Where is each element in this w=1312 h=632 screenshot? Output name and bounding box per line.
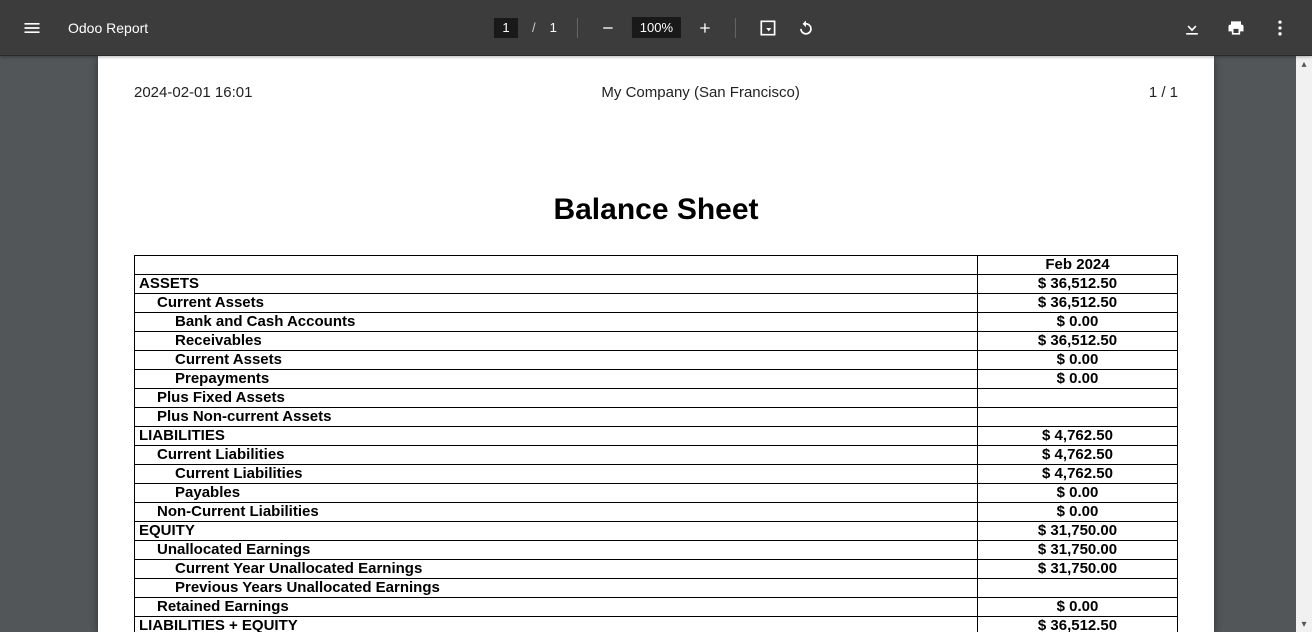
table-row: EQUITY$ 31,750.00 — [135, 522, 1178, 541]
header-blank — [135, 256, 978, 275]
row-value: $ 0.00 — [978, 351, 1178, 370]
page-header: 2024-02-01 16:01 My Company (San Francis… — [134, 84, 1178, 101]
table-row: Current Liabilities$ 4,762.50 — [135, 446, 1178, 465]
row-value — [978, 408, 1178, 427]
table-row: LIABILITIES + EQUITY$ 36,512.50 — [135, 617, 1178, 632]
row-value: $ 36,512.50 — [978, 617, 1178, 632]
row-label: LIABILITIES — [135, 427, 978, 446]
table-row: Bank and Cash Accounts$ 0.00 — [135, 313, 1178, 332]
row-label: Bank and Cash Accounts — [135, 313, 978, 332]
zoom-out-button[interactable] — [598, 18, 618, 38]
more-icon[interactable] — [1268, 16, 1292, 40]
pdf-viewer: 2024-02-01 16:01 My Company (San Francis… — [0, 56, 1312, 632]
row-value: $ 36,512.50 — [978, 294, 1178, 313]
table-row: Plus Fixed Assets — [135, 389, 1178, 408]
table-row: Current Liabilities$ 4,762.50 — [135, 465, 1178, 484]
period-column-header: Feb 2024 — [978, 256, 1178, 275]
row-value — [978, 579, 1178, 598]
row-label: Current Assets — [135, 351, 978, 370]
row-label: Current Assets — [135, 294, 978, 313]
row-value: $ 36,512.50 — [978, 332, 1178, 351]
row-label: Current Liabilities — [135, 465, 978, 484]
print-icon[interactable] — [1224, 16, 1248, 40]
page-number-input[interactable] — [494, 18, 518, 38]
table-row: Previous Years Unallocated Earnings — [135, 579, 1178, 598]
zoom-level[interactable]: 100% — [632, 17, 681, 38]
rotate-icon[interactable] — [794, 16, 818, 40]
pdf-toolbar: Odoo Report / 1 100% — [0, 0, 1312, 56]
table-row: Retained Earnings$ 0.00 — [135, 598, 1178, 617]
table-row: Current Year Unallocated Earnings$ 31,75… — [135, 560, 1178, 579]
vertical-scrollbar[interactable]: ▴ ▾ — [1296, 56, 1312, 632]
row-value: $ 0.00 — [978, 503, 1178, 522]
header-company: My Company (San Francisco) — [601, 84, 799, 101]
row-label: Plus Fixed Assets — [135, 389, 978, 408]
scroll-up-arrow[interactable]: ▴ — [1296, 56, 1312, 72]
table-row: LIABILITIES$ 4,762.50 — [135, 427, 1178, 446]
row-label: Previous Years Unallocated Earnings — [135, 579, 978, 598]
scroll-down-arrow[interactable]: ▾ — [1296, 616, 1312, 632]
row-label: Retained Earnings — [135, 598, 978, 617]
document-title: Odoo Report — [68, 20, 148, 36]
row-value: $ 0.00 — [978, 313, 1178, 332]
row-label: ASSETS — [135, 275, 978, 294]
table-row: Payables$ 0.00 — [135, 484, 1178, 503]
row-value: $ 4,762.50 — [978, 465, 1178, 484]
table-row: Prepayments$ 0.00 — [135, 370, 1178, 389]
row-value: $ 0.00 — [978, 370, 1178, 389]
fit-page-icon[interactable] — [756, 16, 780, 40]
row-label: LIABILITIES + EQUITY — [135, 617, 978, 632]
row-value: $ 31,750.00 — [978, 560, 1178, 579]
table-row: ASSETS$ 36,512.50 — [135, 275, 1178, 294]
header-timestamp: 2024-02-01 16:01 — [134, 84, 252, 101]
divider — [577, 18, 578, 38]
row-value: $ 31,750.00 — [978, 541, 1178, 560]
toolbar-right — [1180, 16, 1312, 40]
pdf-page: 2024-02-01 16:01 My Company (San Francis… — [98, 56, 1214, 632]
page-total: 1 — [550, 20, 557, 35]
menu-icon[interactable] — [20, 16, 44, 40]
table-row: Receivables$ 36,512.50 — [135, 332, 1178, 351]
row-value: $ 0.00 — [978, 598, 1178, 617]
table-header-row: Feb 2024 — [135, 256, 1178, 275]
table-row: Non-Current Liabilities$ 0.00 — [135, 503, 1178, 522]
row-label: Payables — [135, 484, 978, 503]
table-row: Unallocated Earnings$ 31,750.00 — [135, 541, 1178, 560]
zoom-in-button[interactable] — [695, 18, 715, 38]
row-label: EQUITY — [135, 522, 978, 541]
row-label: Current Liabilities — [135, 446, 978, 465]
page-separator: / — [532, 20, 536, 35]
row-label: Plus Non-current Assets — [135, 408, 978, 427]
row-label: Prepayments — [135, 370, 978, 389]
row-value — [978, 389, 1178, 408]
divider — [735, 18, 736, 38]
table-row: Plus Non-current Assets — [135, 408, 1178, 427]
row-label: Unallocated Earnings — [135, 541, 978, 560]
balance-sheet-table: Feb 2024 ASSETS$ 36,512.50Current Assets… — [134, 255, 1178, 632]
toolbar-center: / 1 100% — [494, 16, 818, 40]
row-value: $ 4,762.50 — [978, 446, 1178, 465]
table-row: Current Assets$ 36,512.50 — [135, 294, 1178, 313]
row-value: $ 4,762.50 — [978, 427, 1178, 446]
table-row: Current Assets$ 0.00 — [135, 351, 1178, 370]
download-icon[interactable] — [1180, 16, 1204, 40]
row-value: $ 0.00 — [978, 484, 1178, 503]
row-label: Receivables — [135, 332, 978, 351]
row-value: $ 36,512.50 — [978, 275, 1178, 294]
row-value: $ 31,750.00 — [978, 522, 1178, 541]
document-heading: Balance Sheet — [134, 193, 1178, 227]
header-page-indicator: 1 / 1 — [1149, 84, 1178, 101]
row-label: Current Year Unallocated Earnings — [135, 560, 978, 579]
row-label: Non-Current Liabilities — [135, 503, 978, 522]
toolbar-left: Odoo Report — [0, 16, 148, 40]
